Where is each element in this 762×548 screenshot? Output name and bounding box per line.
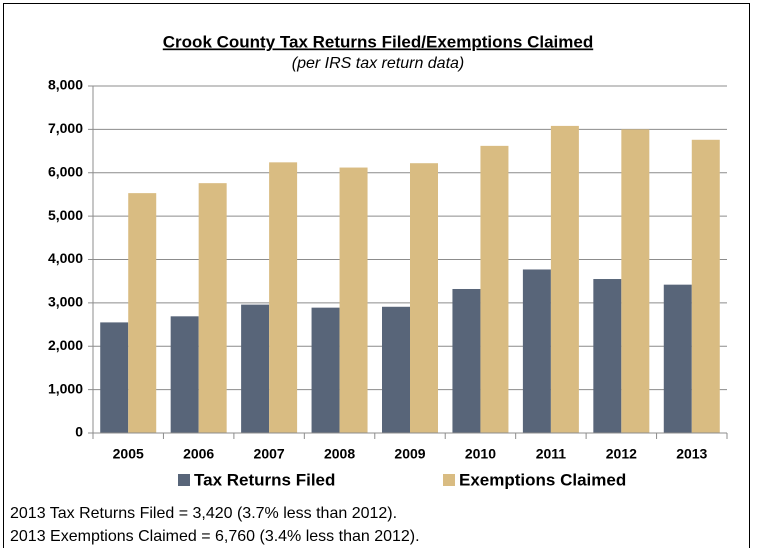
chart-title: Crook County Tax Returns Filed/Exemption… — [163, 32, 593, 51]
bar — [241, 304, 270, 433]
x-tick-label: 2007 — [254, 446, 285, 462]
legend-marker — [178, 474, 190, 486]
bar — [550, 125, 579, 433]
bar — [198, 183, 227, 433]
bar — [452, 288, 481, 433]
note: 2013 Exemptions Claimed = 6,760 (3.4% le… — [10, 528, 420, 545]
y-tick-label: 2,000 — [48, 337, 83, 353]
y-tick-label: 7,000 — [48, 120, 83, 136]
y-tick-label: 3,000 — [48, 294, 83, 310]
y-tick-label: 5,000 — [48, 207, 83, 223]
note: 2013 Tax Returns Filed = 3,420 (3.7% les… — [10, 505, 397, 522]
x-tick-label: 2011 — [536, 446, 567, 462]
bar — [410, 163, 438, 433]
x-tick-label: 2010 — [465, 446, 496, 462]
y-tick-label: 4,000 — [48, 250, 83, 266]
y-tick-label: 0 — [75, 424, 83, 440]
bar — [480, 145, 509, 434]
x-tick-label: 2008 — [324, 446, 355, 462]
bar — [691, 139, 720, 433]
legend-marker — [443, 474, 455, 486]
x-tick-label: 2009 — [394, 446, 425, 462]
legend-label: Tax Returns Filed — [194, 470, 335, 489]
x-tick-label: 2005 — [113, 446, 144, 462]
y-tick-label: 6,000 — [48, 163, 83, 179]
bar — [339, 167, 368, 434]
x-tick-label: 2012 — [606, 446, 637, 462]
legend-label: Exemptions Claimed — [459, 470, 626, 489]
bar — [100, 322, 129, 433]
y-tick-label: 8,000 — [48, 77, 83, 93]
y-tick-label: 1,000 — [48, 380, 83, 396]
bar — [311, 307, 340, 433]
bar — [128, 193, 157, 433]
bar — [269, 162, 298, 433]
bar — [522, 269, 551, 433]
bar — [170, 316, 199, 433]
bar — [382, 306, 410, 433]
x-tick-label: 2013 — [676, 446, 707, 462]
x-tick-label: 2006 — [183, 446, 214, 462]
bar — [621, 129, 650, 433]
bar — [663, 284, 692, 433]
chart-subtitle: (per IRS tax return data) — [292, 55, 465, 72]
bar — [593, 279, 622, 433]
chart-border — [3, 3, 750, 548]
